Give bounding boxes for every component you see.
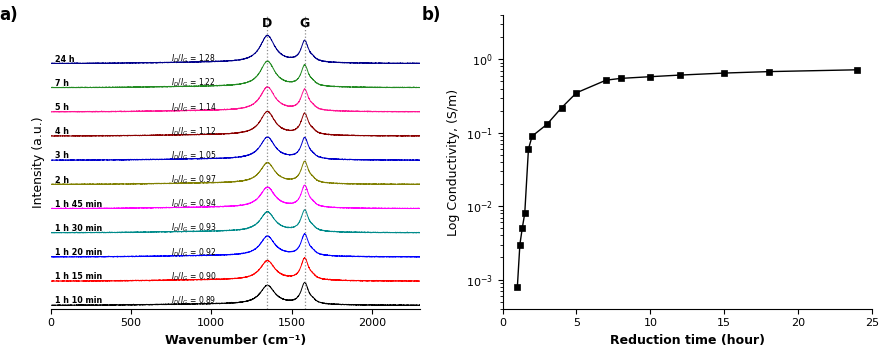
Y-axis label: Intensity (a.u.): Intensity (a.u.) — [32, 116, 45, 208]
Text: 24 h: 24 h — [56, 55, 75, 64]
Text: $I_D/I_G$ = 0.90: $I_D/I_G$ = 0.90 — [171, 270, 216, 283]
Text: $I_D/I_G$ = 1.12: $I_D/I_G$ = 1.12 — [171, 125, 216, 138]
X-axis label: Wavenumber (cm⁻¹): Wavenumber (cm⁻¹) — [165, 334, 306, 347]
Text: $I_D/I_G$ = 0.92: $I_D/I_G$ = 0.92 — [171, 246, 216, 259]
Text: $I_D/I_G$ = 1.22: $I_D/I_G$ = 1.22 — [171, 77, 216, 89]
Text: 1 h 30 min: 1 h 30 min — [56, 224, 103, 233]
Text: 1 h 10 min: 1 h 10 min — [56, 297, 103, 306]
Text: b): b) — [422, 6, 440, 24]
Text: $I_D/I_G$ = 0.93: $I_D/I_G$ = 0.93 — [171, 222, 216, 234]
Text: a): a) — [0, 6, 18, 24]
Text: $I_D/I_G$ = 0.94: $I_D/I_G$ = 0.94 — [171, 198, 217, 210]
Text: 5 h: 5 h — [56, 103, 69, 112]
Text: $I_D/I_G$ = 1.05: $I_D/I_G$ = 1.05 — [171, 149, 216, 162]
Text: G: G — [299, 17, 310, 30]
Text: 1 h 15 min: 1 h 15 min — [56, 272, 103, 281]
Y-axis label: Log Conductivity, (S/m): Log Conductivity, (S/m) — [447, 88, 461, 235]
Text: 4 h: 4 h — [56, 127, 69, 136]
Text: 1 h 45 min: 1 h 45 min — [56, 200, 103, 209]
Text: $I_D/I_G$ = 1.14: $I_D/I_G$ = 1.14 — [171, 101, 217, 114]
Text: D: D — [262, 17, 273, 30]
Text: 3 h: 3 h — [56, 152, 69, 160]
Text: $I_D/I_G$ = 0.97: $I_D/I_G$ = 0.97 — [171, 173, 216, 186]
Text: 1 h 20 min: 1 h 20 min — [56, 248, 103, 257]
Text: $I_D/I_G$ = 1.28: $I_D/I_G$ = 1.28 — [171, 53, 216, 65]
X-axis label: Reduction time (hour): Reduction time (hour) — [610, 334, 765, 347]
Text: 2 h: 2 h — [56, 176, 70, 184]
Text: $I_D/I_G$ = 0.89: $I_D/I_G$ = 0.89 — [171, 295, 216, 307]
Text: 7 h: 7 h — [56, 79, 69, 88]
